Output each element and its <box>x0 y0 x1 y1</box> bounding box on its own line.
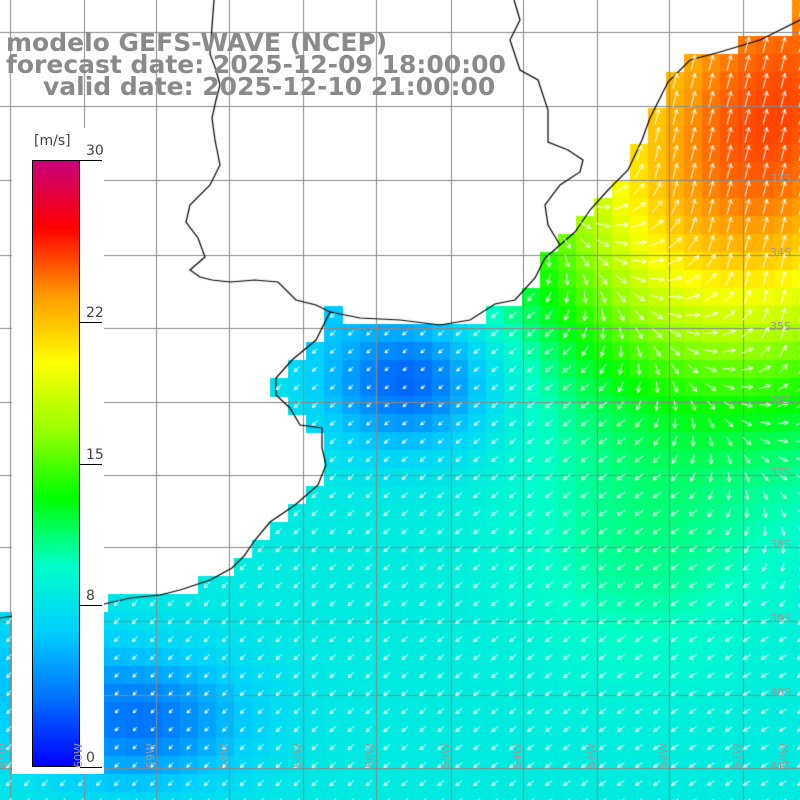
lon-tick-label: 56W <box>364 743 377 768</box>
colorbar-tick-label: 0 <box>86 750 95 766</box>
colorbar-tick-line <box>80 605 102 606</box>
colorbar-unit: [m/s] <box>34 133 71 149</box>
lat-tick-label: 37S <box>770 466 791 479</box>
lon-tick-label: 59W <box>144 743 157 768</box>
lon-tick-label: 54W <box>511 743 524 768</box>
lon-tick-label: 53W <box>585 743 598 768</box>
lat-tick-label: 34S <box>770 246 791 259</box>
lon-tick-label: 51W <box>731 743 744 768</box>
forecast-date: forecast date: 2025-12-09 18:00:00 <box>6 50 506 79</box>
lat-tick-label: 35S <box>770 320 791 333</box>
valid-date: valid date: 2025-12-10 21:00:00 <box>43 72 496 101</box>
colorbar-tick-label: 15 <box>86 447 104 463</box>
colorbar-tick-line <box>80 160 102 161</box>
colorbar-tick-line <box>80 322 102 323</box>
colorbar-gradient <box>32 160 80 767</box>
lat-tick-label: 33S <box>770 172 791 185</box>
colorbar-tick-line <box>80 767 102 768</box>
lon-tick-label: 57W <box>291 743 304 768</box>
lat-tick-label: 40S <box>770 686 791 699</box>
lat-tick-label: 38S <box>770 538 791 551</box>
lon-tick-label: 58W <box>217 743 230 768</box>
lat-tick-label: 36S <box>770 394 791 407</box>
colorbar-tick-line <box>80 464 102 465</box>
lon-tick-label: 52W <box>657 743 670 768</box>
lon-tick-label: 60W <box>72 743 85 768</box>
lon-tick-label: 55W <box>439 743 452 768</box>
lon-tick-label: 61W <box>0 743 11 768</box>
colorbar-tick-label: 8 <box>86 588 95 604</box>
lat-tick-label: 39S <box>770 612 791 625</box>
colorbar-tick-label: 22 <box>86 305 104 321</box>
lat-tick-label: 41S <box>770 760 791 773</box>
model-title: modelo GEFS-WAVE (NCEP) <box>6 28 388 57</box>
colorbar-tick-label: 30 <box>86 143 104 159</box>
